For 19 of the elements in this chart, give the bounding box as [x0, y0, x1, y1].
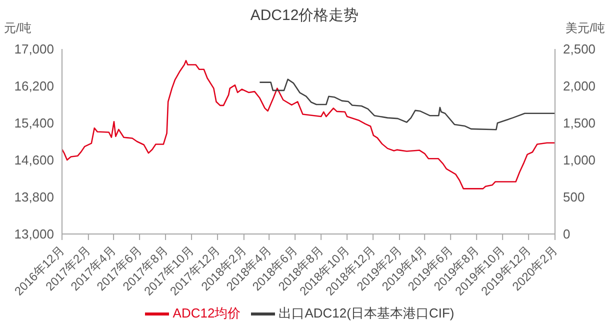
y2-tick-label: 2,000 — [563, 78, 596, 94]
legend-label: ADC12均价 — [172, 305, 241, 320]
line-series — [62, 60, 555, 190]
y2-tick-label: 0 — [563, 226, 570, 242]
y2-tick-label: 1,500 — [563, 116, 596, 131]
y-tick-label: 14,600 — [14, 152, 54, 168]
y-tick-label: 16,200 — [14, 78, 54, 94]
y2-tick-label: 2,500 — [563, 42, 596, 57]
y-tick-label: 17,000 — [14, 42, 54, 57]
line-series — [259, 78, 555, 130]
y-tick-label: 13,800 — [14, 190, 54, 205]
y-tick-label: 15,400 — [14, 116, 54, 131]
chart-title: ADC12价格走势 — [250, 7, 359, 24]
legend-label: 出口ADC12(日本基本港口CIF) — [278, 305, 454, 320]
y-axis-title: 元/吨 — [4, 20, 32, 37]
y2-axis-title: 美元/吨 — [566, 20, 605, 37]
y2-tick-label: 500 — [563, 190, 585, 205]
y2-tick-label: 1,000 — [563, 152, 596, 168]
y-tick-label: 13,000 — [14, 226, 54, 242]
